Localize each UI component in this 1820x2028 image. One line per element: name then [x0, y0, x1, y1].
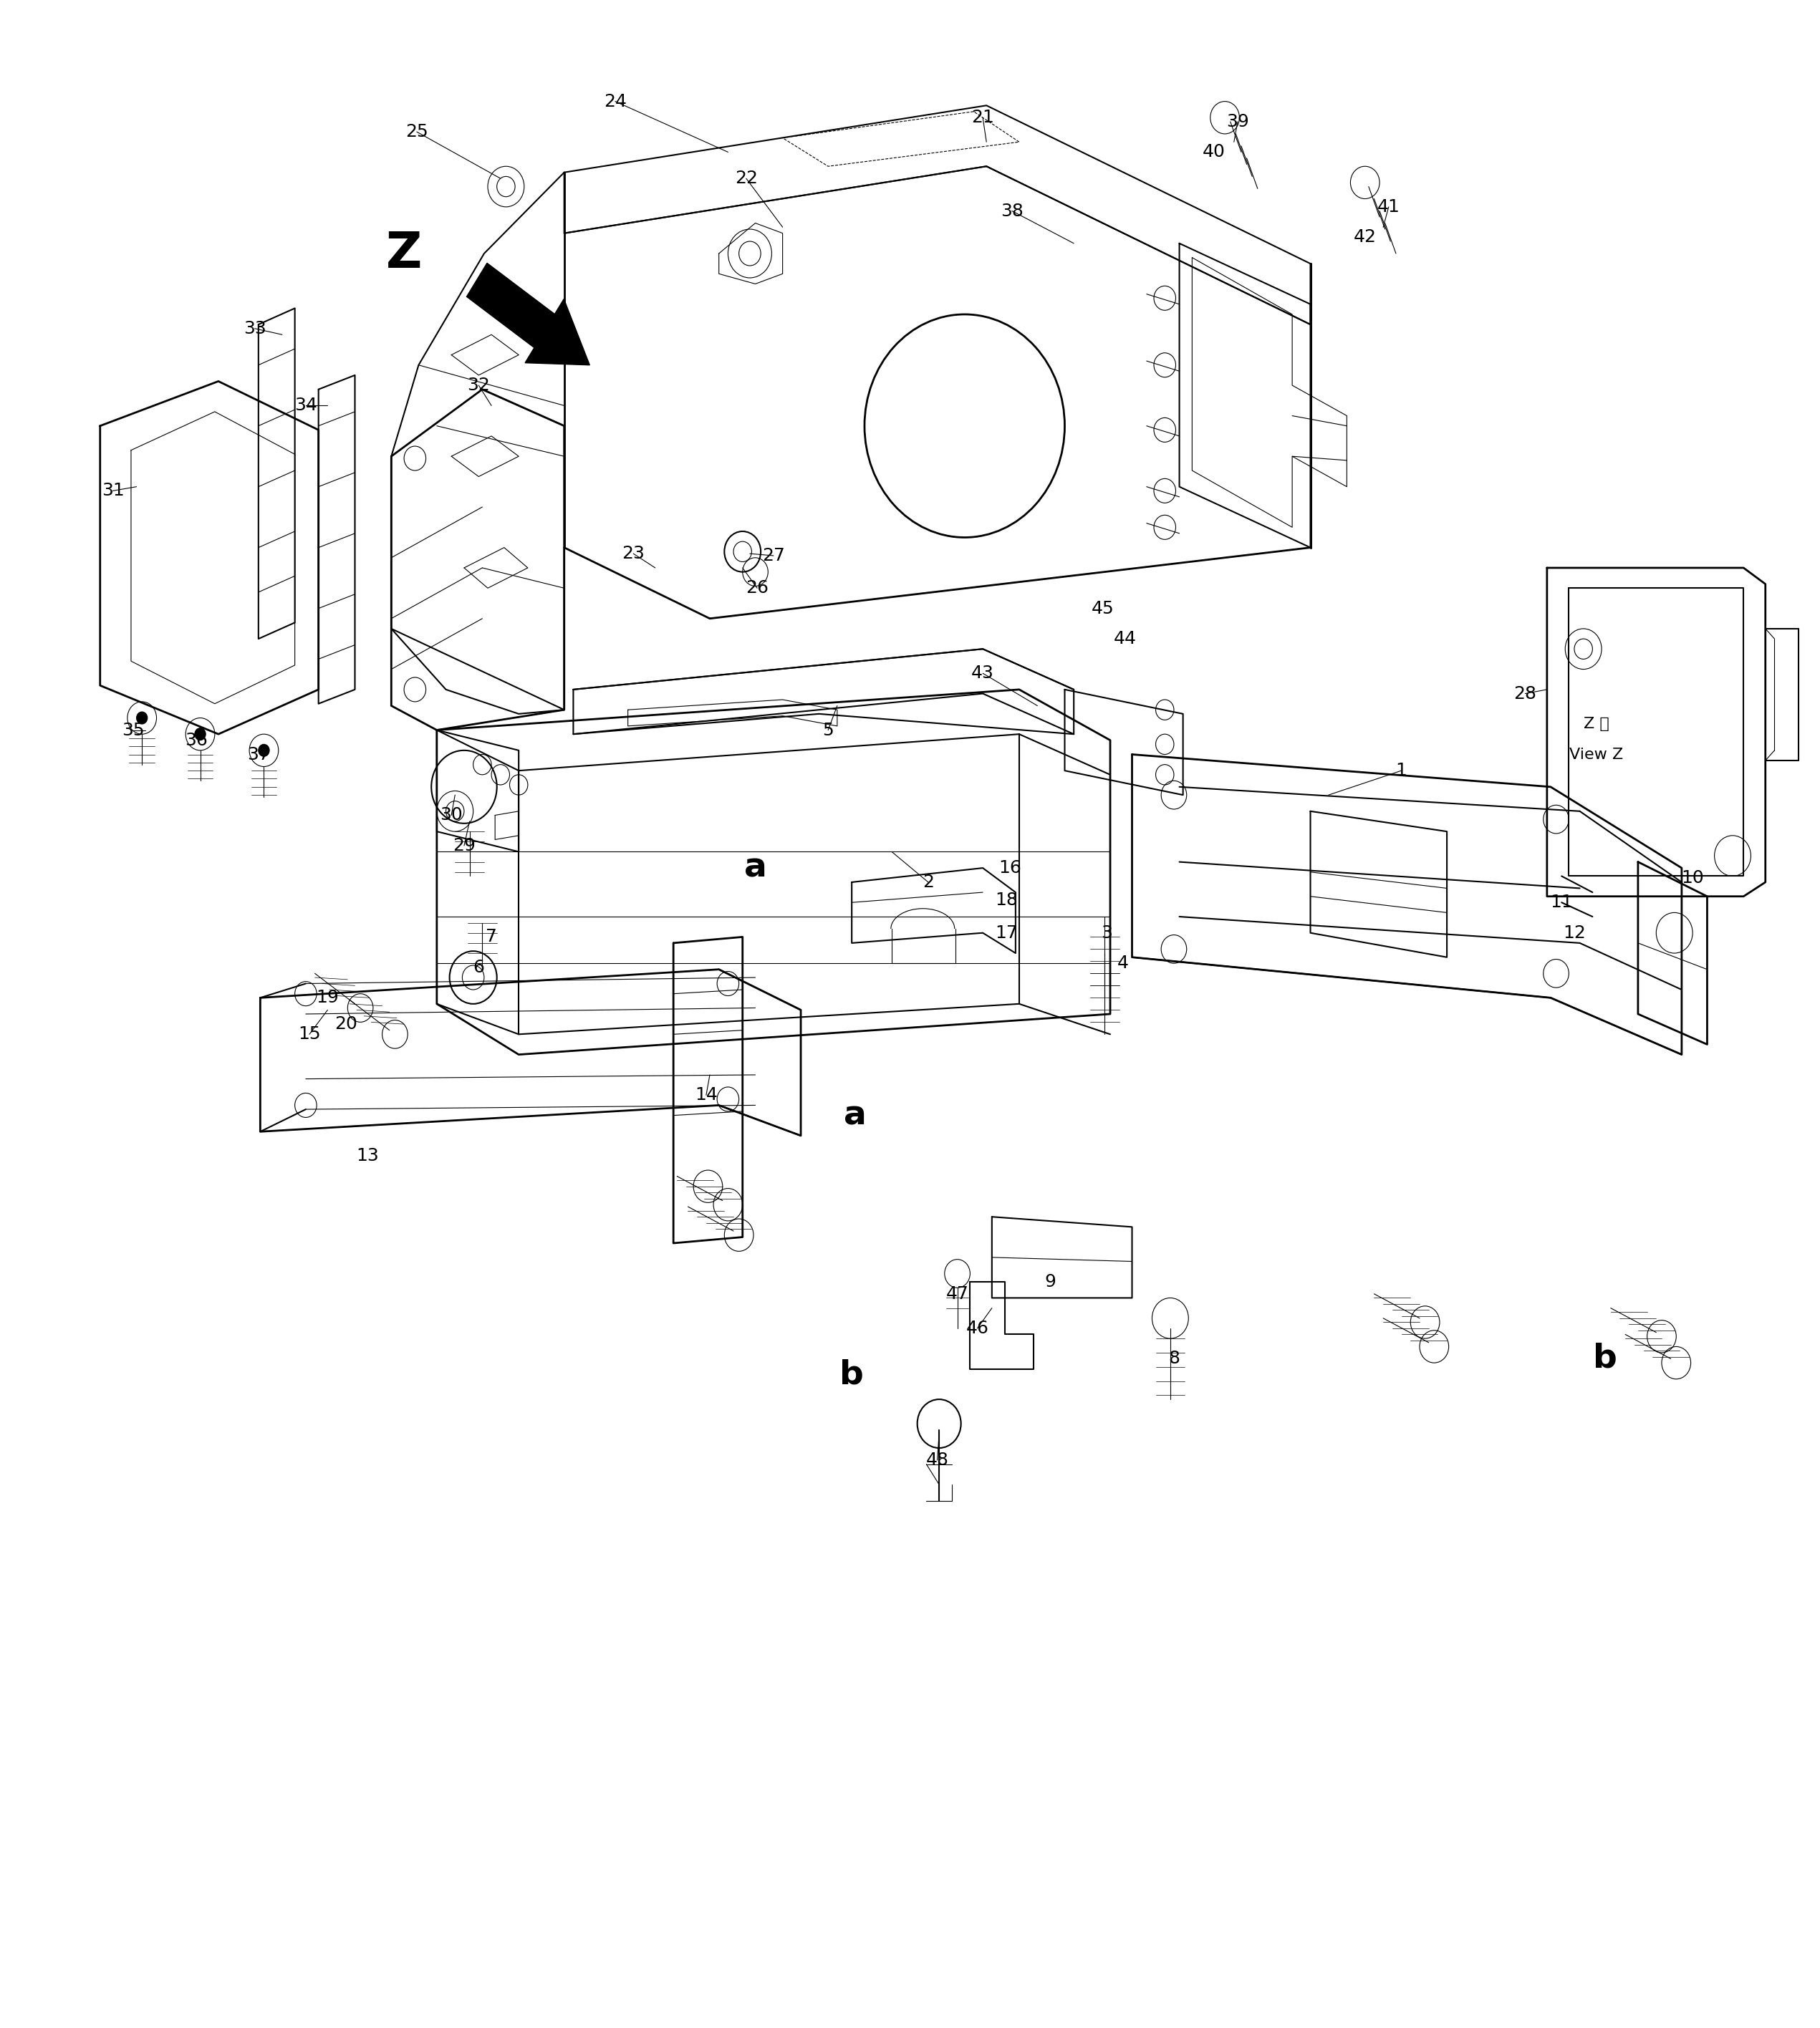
Text: 17: 17 [996, 925, 1017, 941]
Text: a: a [844, 1099, 866, 1132]
Text: 33: 33 [244, 320, 266, 337]
Text: 7: 7 [486, 929, 497, 945]
Text: Z 視: Z 視 [1583, 716, 1609, 732]
Text: 16: 16 [999, 860, 1021, 876]
Text: 25: 25 [406, 124, 428, 140]
Text: 46: 46 [966, 1320, 988, 1336]
Text: b: b [1592, 1343, 1618, 1375]
Text: 20: 20 [335, 1016, 357, 1032]
Text: 18: 18 [996, 892, 1017, 909]
Text: 24: 24 [604, 93, 626, 110]
Text: 31: 31 [102, 483, 124, 499]
Text: 5: 5 [823, 722, 834, 738]
Text: 19: 19 [317, 990, 339, 1006]
Text: 45: 45 [1092, 600, 1114, 617]
Text: 40: 40 [1203, 144, 1225, 160]
Text: 48: 48 [926, 1452, 948, 1468]
Text: 36: 36 [186, 732, 207, 748]
Text: 44: 44 [1114, 631, 1136, 647]
Text: 42: 42 [1354, 229, 1376, 245]
Text: 38: 38 [1001, 203, 1023, 219]
Text: 23: 23 [622, 546, 644, 562]
Text: 22: 22 [735, 170, 757, 187]
Circle shape [258, 744, 269, 756]
Text: 2: 2 [923, 874, 934, 890]
Text: 43: 43 [972, 665, 994, 681]
Text: 26: 26 [746, 580, 768, 596]
Text: 15: 15 [298, 1026, 320, 1042]
Text: 29: 29 [453, 838, 475, 854]
Text: View Z: View Z [1569, 746, 1623, 763]
Text: 13: 13 [357, 1148, 379, 1164]
Text: 39: 39 [1227, 114, 1249, 130]
Text: 8: 8 [1168, 1351, 1179, 1367]
Text: 11: 11 [1551, 894, 1572, 911]
Text: 12: 12 [1563, 925, 1585, 941]
Text: 41: 41 [1378, 199, 1400, 215]
FancyArrow shape [466, 264, 590, 365]
Text: 10: 10 [1682, 870, 1704, 886]
Circle shape [195, 728, 206, 740]
Text: 14: 14 [695, 1087, 717, 1103]
Text: Z: Z [386, 229, 422, 278]
Text: 27: 27 [763, 548, 784, 564]
Text: 35: 35 [122, 722, 144, 738]
Text: 32: 32 [468, 377, 490, 393]
Text: 21: 21 [972, 110, 994, 126]
Circle shape [136, 712, 147, 724]
Text: 30: 30 [440, 807, 462, 823]
Text: 34: 34 [295, 397, 317, 414]
Text: 3: 3 [1101, 925, 1112, 941]
Text: 47: 47 [946, 1286, 968, 1302]
Text: 1: 1 [1396, 763, 1407, 779]
Text: b: b [839, 1359, 864, 1391]
Text: 9: 9 [1045, 1274, 1056, 1290]
Text: 6: 6 [473, 959, 484, 975]
Text: a: a [744, 852, 766, 884]
Text: 4: 4 [1117, 955, 1128, 971]
Text: 37: 37 [248, 746, 269, 763]
Text: 28: 28 [1514, 685, 1536, 702]
